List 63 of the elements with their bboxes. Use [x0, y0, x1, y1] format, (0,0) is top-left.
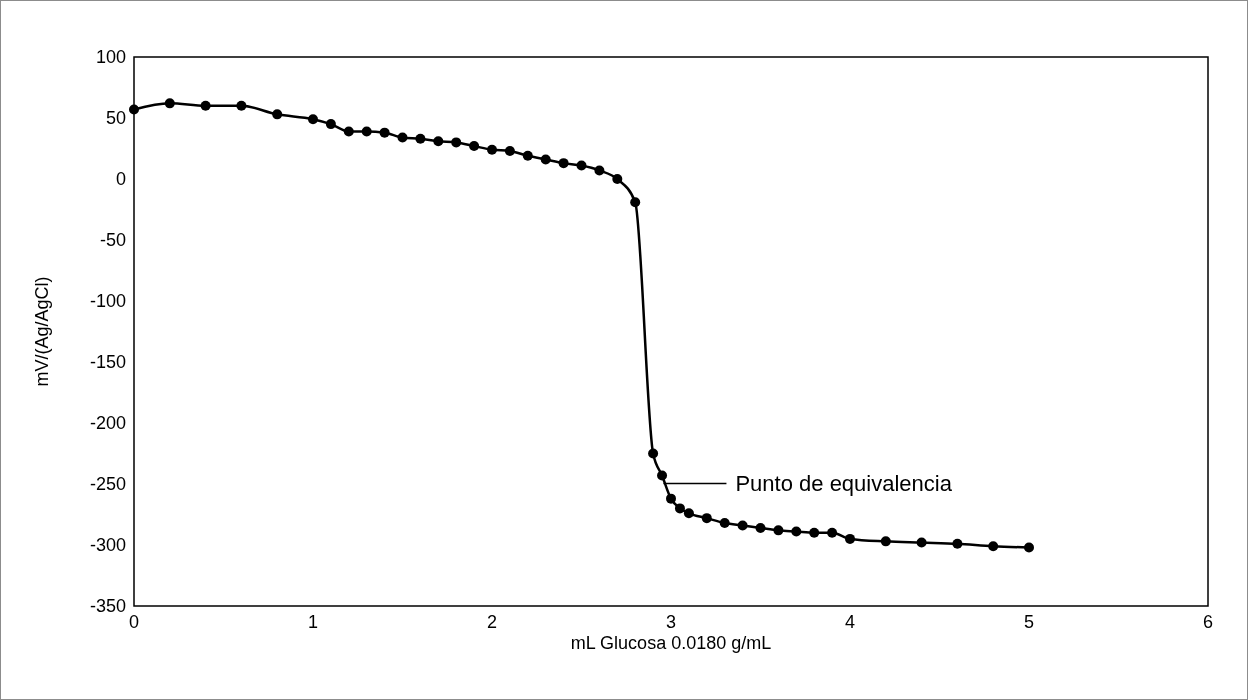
point	[737, 520, 748, 531]
point	[415, 133, 426, 144]
x-tick-label: 0	[128, 612, 140, 632]
point	[809, 527, 820, 538]
x-tick-label: 6	[1202, 612, 1214, 632]
point	[164, 98, 175, 109]
point	[325, 119, 336, 130]
point	[683, 508, 694, 519]
x-tick-label: 4	[844, 612, 856, 632]
y-axis-title: mV/(Ag/AgCl)	[32, 276, 52, 387]
point	[451, 137, 462, 148]
x-tick-label: 3	[665, 612, 677, 632]
point	[827, 527, 838, 538]
y-tick-label: -50	[99, 230, 126, 251]
y-tick-label: 100	[95, 47, 126, 68]
y-tick-label: -150	[89, 352, 126, 373]
point	[379, 127, 390, 138]
x-tick-label: 1	[307, 612, 319, 632]
x-tick-label: 5	[1023, 612, 1035, 632]
point	[558, 158, 569, 169]
point	[648, 448, 659, 459]
point	[594, 165, 605, 176]
point	[522, 150, 533, 161]
point	[540, 154, 551, 165]
point	[791, 526, 802, 537]
point	[129, 104, 139, 115]
point	[272, 109, 283, 120]
point	[701, 513, 712, 524]
y-tick-label: 50	[105, 108, 126, 129]
x-axis-title: mL Glucosa 0.0180 g/mL	[570, 633, 772, 653]
point	[612, 174, 623, 184]
point	[433, 136, 444, 147]
point	[755, 522, 766, 533]
point	[916, 537, 927, 548]
point	[880, 536, 891, 547]
y-tick-label: -200	[89, 413, 126, 434]
point	[397, 132, 408, 143]
point	[343, 126, 354, 137]
point	[845, 533, 855, 544]
point	[719, 518, 730, 529]
point	[666, 493, 676, 504]
point	[674, 503, 685, 514]
point	[576, 160, 587, 171]
y-tick-label: -350	[89, 596, 126, 617]
point	[952, 538, 963, 549]
y-tick-label: -300	[89, 535, 126, 556]
x-tick-label: 2	[486, 612, 498, 632]
point	[1024, 542, 1034, 553]
y-tick-label: -250	[89, 474, 126, 495]
point	[200, 100, 211, 111]
point	[487, 144, 497, 155]
point	[361, 126, 372, 137]
point	[657, 470, 668, 481]
point	[773, 525, 784, 536]
point	[504, 145, 515, 156]
y-tick-label: 0	[115, 169, 126, 190]
y-tick-label: -100	[89, 291, 126, 312]
point	[236, 100, 247, 111]
point	[988, 541, 999, 552]
point	[308, 114, 318, 125]
annotation: Punto de equivalencia	[735, 471, 953, 497]
point	[469, 141, 480, 152]
point	[630, 197, 641, 208]
